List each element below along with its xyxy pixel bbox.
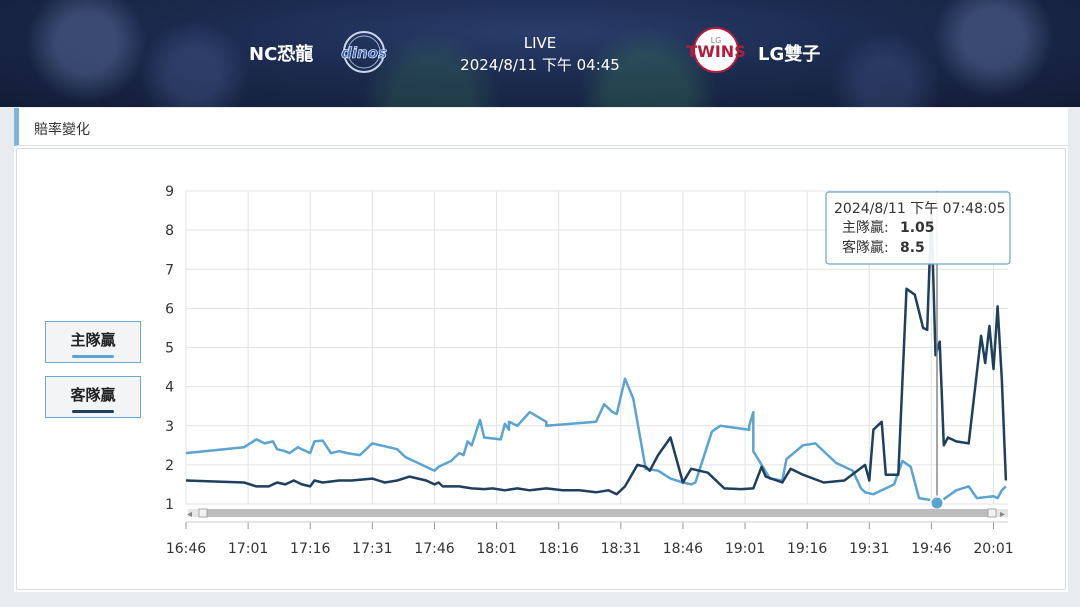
scrollbar-thumb[interactable]	[199, 509, 996, 517]
y-tick-label: 7	[165, 262, 174, 278]
tooltip-box	[825, 191, 1011, 265]
legend-home-win[interactable]: 主隊贏	[45, 321, 141, 363]
away-logo-small: LG	[711, 36, 722, 45]
y-tick-label: 5	[165, 341, 174, 357]
match-header: NC恐龍 dinos LIVE 2024/8/11 下午 04:45 LG TW…	[0, 0, 1080, 107]
tooltip-home-value: 1.05	[900, 220, 935, 236]
scrollbar-left-arrow[interactable]: ◂	[187, 509, 192, 520]
match-start-time: 2024/8/11 下午 04:45	[460, 56, 620, 74]
x-tick-label: 18:31	[601, 541, 641, 557]
home-team-logo: dinos	[341, 31, 387, 73]
legend-home-win-label: 主隊贏	[70, 331, 116, 349]
x-tick-label: 16:46	[166, 541, 206, 557]
y-tick-label: 6	[165, 301, 174, 317]
x-tick-label: 20:01	[973, 541, 1013, 557]
x-tick-label: 18:16	[539, 541, 579, 557]
x-tick-label: 17:16	[290, 541, 330, 557]
scrollbar-right-arrow[interactable]: ▸	[1000, 509, 1005, 520]
section-title: 賠率變化	[14, 108, 1068, 146]
y-tick-label: 4	[165, 380, 174, 396]
away-team-name: LG雙子	[758, 44, 821, 65]
x-tick-label: 18:01	[476, 541, 516, 557]
x-tick-label: 17:31	[352, 541, 392, 557]
x-tick-label: 19:16	[787, 541, 827, 557]
range-scrollbar[interactable]: ◂ ▸	[187, 508, 1008, 520]
series-line-home-win	[185, 377, 1007, 504]
y-tick-label: 9	[165, 184, 174, 200]
away-logo-text: TWINS	[686, 42, 745, 61]
x-tick-label: 18:46	[663, 541, 703, 557]
tooltip-home-label: 主隊贏:	[842, 220, 889, 236]
tooltip-away-label: 客隊贏:	[842, 239, 889, 256]
match-status: LIVE 2024/8/11 下午 04:45	[440, 34, 640, 75]
hover-point[interactable]	[929, 495, 945, 511]
home-logo-text: dinos	[341, 44, 387, 62]
scrollbar-handle-left[interactable]	[198, 508, 208, 518]
chart-frame	[16, 148, 1066, 590]
away-team-logo: LG TWINS	[686, 27, 746, 73]
x-tick-label: 19:01	[725, 541, 765, 557]
legend-home-win-swatch	[72, 355, 114, 358]
tooltip: 2024/8/11 下午 07:48:05 主隊贏: 1.05 客隊贏: 8.5	[825, 191, 1011, 265]
tooltip-time: 2024/8/11 下午 07:48:05	[834, 201, 1006, 217]
x-tick-label: 17:46	[414, 541, 454, 557]
y-axis-ticks: 1 2 3 4 5 6 7 8 9	[165, 184, 174, 513]
y-tick-label: 8	[165, 223, 174, 239]
tooltip-away-value: 8.5	[900, 240, 925, 256]
legend-away-win[interactable]: 客隊贏	[45, 376, 141, 418]
live-label: LIVE	[523, 34, 557, 52]
x-tick-label: 17:01	[228, 541, 268, 557]
x-tick-label: 19:46	[911, 541, 951, 557]
legend-away-win-swatch	[72, 410, 114, 413]
y-tick-label: 3	[165, 419, 174, 435]
scrollbar-handle-right[interactable]	[987, 508, 997, 518]
x-tick-label: 19:31	[849, 541, 889, 557]
home-team-name: NC恐龍	[249, 44, 314, 65]
legend-away-win-label: 客隊贏	[70, 386, 116, 404]
y-tick-label: 1	[165, 497, 174, 513]
x-axis-ticks: 16:46 17:01 17:16 17:31 17:46 18:01 18:16 18:31…	[166, 521, 1014, 557]
y-tick-label: 2	[165, 458, 174, 474]
